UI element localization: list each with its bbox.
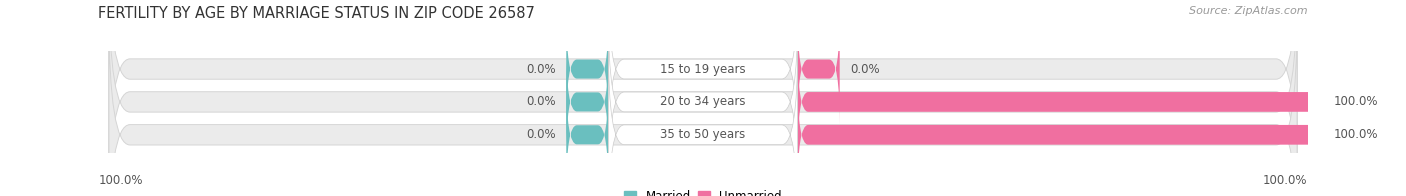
FancyBboxPatch shape	[797, 13, 839, 125]
FancyBboxPatch shape	[567, 79, 609, 191]
Text: 0.0%: 0.0%	[526, 63, 555, 75]
FancyBboxPatch shape	[567, 13, 609, 125]
FancyBboxPatch shape	[108, 0, 1298, 190]
FancyBboxPatch shape	[797, 46, 1323, 158]
Text: 20 to 34 years: 20 to 34 years	[661, 95, 745, 108]
Text: 15 to 19 years: 15 to 19 years	[661, 63, 745, 75]
Text: 100.0%: 100.0%	[1334, 128, 1378, 141]
FancyBboxPatch shape	[108, 14, 1298, 196]
Text: 0.0%: 0.0%	[526, 95, 555, 108]
Text: FERTILITY BY AGE BY MARRIAGE STATUS IN ZIP CODE 26587: FERTILITY BY AGE BY MARRIAGE STATUS IN Z…	[98, 6, 536, 21]
FancyBboxPatch shape	[609, 0, 797, 158]
FancyBboxPatch shape	[609, 46, 797, 196]
Text: 0.0%: 0.0%	[851, 63, 880, 75]
Text: 0.0%: 0.0%	[526, 128, 555, 141]
FancyBboxPatch shape	[797, 79, 1323, 191]
FancyBboxPatch shape	[609, 13, 797, 191]
Text: 100.0%: 100.0%	[1263, 174, 1308, 187]
Legend: Married, Unmarried: Married, Unmarried	[624, 190, 782, 196]
FancyBboxPatch shape	[108, 0, 1298, 196]
Text: Source: ZipAtlas.com: Source: ZipAtlas.com	[1189, 6, 1308, 16]
Text: 100.0%: 100.0%	[98, 174, 143, 187]
FancyBboxPatch shape	[567, 46, 609, 158]
Text: 100.0%: 100.0%	[1334, 95, 1378, 108]
Text: 35 to 50 years: 35 to 50 years	[661, 128, 745, 141]
